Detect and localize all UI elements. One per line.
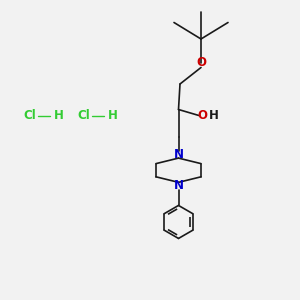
Text: O: O — [196, 56, 206, 70]
Text: H: H — [108, 109, 117, 122]
Text: Cl: Cl — [24, 109, 36, 122]
Text: Cl: Cl — [78, 109, 90, 122]
Text: O: O — [197, 109, 208, 122]
Text: H: H — [54, 109, 63, 122]
Text: N: N — [173, 148, 184, 161]
Text: H: H — [209, 109, 219, 122]
Text: N: N — [173, 179, 184, 192]
